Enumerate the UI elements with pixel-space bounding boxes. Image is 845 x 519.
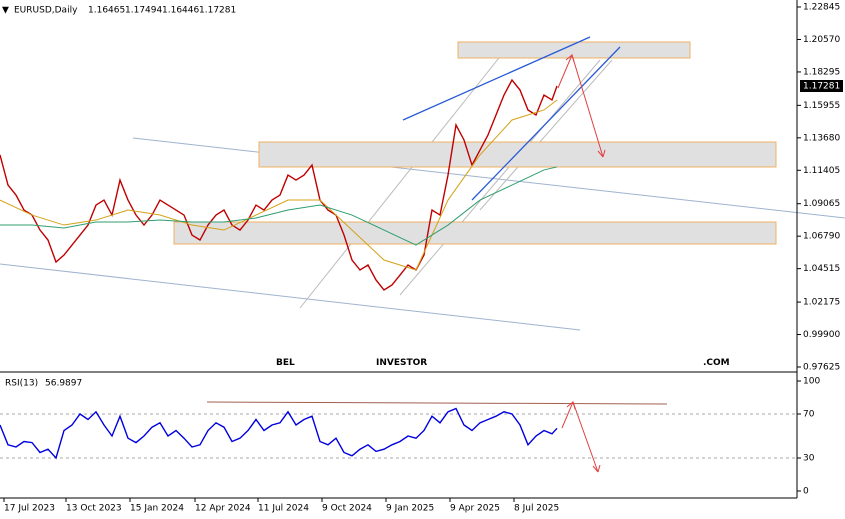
- channel-line: [399, 59, 601, 296]
- y-tick-label: 0.99900: [803, 330, 840, 340]
- chart-title: EURUSD,Daily: [14, 6, 78, 16]
- y-tick-label: 1.18295: [803, 67, 840, 77]
- y-tick-label: 70: [803, 410, 815, 420]
- y-tick-label: 1.20570: [803, 35, 840, 45]
- line: [0, 166, 558, 246]
- x-tick-label: 17 Jul 2023: [4, 504, 55, 514]
- y-tick-label: 1.09065: [803, 199, 840, 209]
- marks: [0, 78, 797, 460]
- y-tick-label: 1.06790: [803, 232, 840, 242]
- drawings: [0, 36, 845, 473]
- ohlc: 1.17494: [125, 6, 162, 16]
- y-tick-label: 1.11405: [803, 166, 840, 176]
- ohlc: 1.17281: [199, 6, 236, 16]
- trend-line: [206, 401, 668, 405]
- x-tick-label: 9 Apr 2025: [450, 504, 500, 514]
- y-tick-label: 100: [803, 377, 820, 387]
- zone: [457, 41, 691, 59]
- trend-line: [402, 36, 591, 121]
- x-tick-label: 13 Oct 2023: [66, 504, 122, 514]
- ohlc: 1.16446: [162, 6, 199, 16]
- y-tick-label: 30: [803, 454, 815, 464]
- x-tick-label: 11 Jul 2024: [258, 504, 309, 514]
- y-tick-label: 1.02175: [803, 298, 840, 308]
- y-tick-label: 1.04515: [803, 264, 840, 274]
- watermark: .COM: [703, 358, 730, 368]
- current-price: 1.17281: [803, 82, 840, 92]
- zone: [173, 221, 777, 245]
- y-tick-label: 1.15955: [803, 101, 840, 111]
- price-tag: [800, 80, 843, 92]
- arrow-head: [565, 54, 606, 158]
- y-tick-label: 0.97625: [803, 363, 840, 373]
- y-tick-label: 1.22845: [803, 2, 840, 12]
- trend-line: [0, 263, 581, 331]
- line: [0, 407, 558, 460]
- y-tick-label: 1.13680: [803, 133, 840, 143]
- header-arrow: ▼: [2, 6, 9, 16]
- trend-line: [132, 137, 845, 219]
- x-tick-label: 8 Jul 2025: [514, 504, 559, 514]
- watermark: INVESTOR: [376, 358, 427, 368]
- x-tick-label: 9 Jan 2025: [386, 504, 434, 514]
- y-tick-label: 0: [803, 487, 809, 497]
- ohlc: 1.16465: [88, 6, 125, 16]
- indicator-value: 56.9897: [45, 379, 82, 389]
- indicator-title: RSI(13): [5, 379, 38, 389]
- x-tick-label: 15 Jan 2024: [130, 504, 184, 514]
- line: [0, 78, 558, 291]
- line: [0, 99, 558, 271]
- trend-line: [471, 46, 621, 201]
- channel-line: [479, 59, 613, 211]
- arrow-head: [566, 401, 601, 473]
- watermark: BEL: [276, 358, 295, 368]
- x-tick-label: 12 Apr 2024: [195, 504, 251, 514]
- zone: [258, 141, 777, 168]
- x-tick-label: 9 Oct 2024: [322, 504, 372, 514]
